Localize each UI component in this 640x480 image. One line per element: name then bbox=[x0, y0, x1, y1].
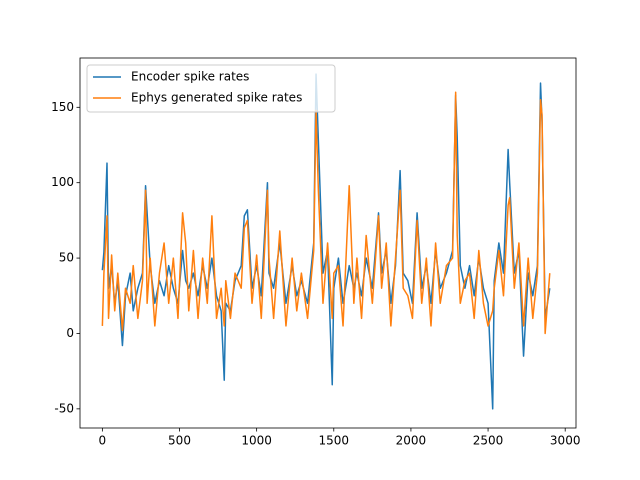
plot-frame bbox=[79, 57, 577, 429]
x-tick-label: 2500 bbox=[473, 434, 504, 448]
x-tick-label: 3000 bbox=[550, 434, 581, 448]
legend-label: Ephys generated spike rates bbox=[131, 91, 302, 105]
x-tick-label: 1500 bbox=[319, 434, 350, 448]
y-tick-label: 0 bbox=[66, 326, 74, 340]
x-tick-label: 2000 bbox=[396, 434, 427, 448]
legend-label: Encoder spike rates bbox=[131, 70, 249, 84]
y-tick-label: 100 bbox=[51, 175, 74, 189]
x-tick-label: 0 bbox=[99, 434, 107, 448]
y-tick-label: -50 bbox=[54, 401, 74, 415]
y-tick-label: 50 bbox=[59, 251, 74, 265]
legend-box bbox=[86, 64, 336, 113]
series-line bbox=[101, 91, 551, 335]
x-tick-label: 1000 bbox=[241, 434, 272, 448]
y-tick-label: 150 bbox=[51, 100, 74, 114]
series-line bbox=[101, 73, 551, 410]
x-tick-label: 500 bbox=[168, 434, 191, 448]
